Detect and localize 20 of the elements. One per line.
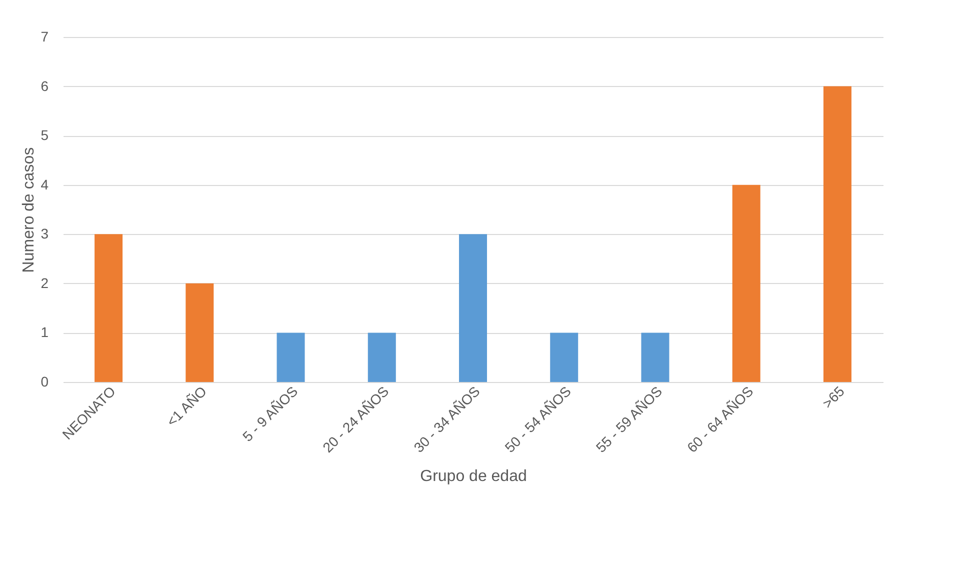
bar — [368, 332, 396, 382]
y-tick-label: 5 — [40, 127, 49, 144]
y-tick-label: 1 — [40, 324, 49, 340]
y-tick-label: 7 — [40, 28, 49, 44]
y-tick-label: 6 — [40, 78, 49, 94]
bar — [550, 332, 578, 382]
x-axis-title: Grupo de edad — [420, 468, 527, 486]
bar — [186, 283, 214, 382]
bar — [459, 234, 487, 382]
y-tick-label: 4 — [40, 176, 49, 192]
bar — [276, 332, 305, 382]
x-tick-label: >65 — [819, 382, 848, 412]
bar — [94, 234, 123, 382]
y-tick-label: 0 — [40, 374, 49, 390]
y-tick-label: 3 — [40, 226, 49, 242]
bar — [732, 184, 760, 382]
bar — [641, 332, 670, 382]
y-axis-title: Numero de casos — [20, 147, 38, 273]
bar — [823, 86, 852, 382]
y-tick-label: 2 — [40, 274, 49, 291]
